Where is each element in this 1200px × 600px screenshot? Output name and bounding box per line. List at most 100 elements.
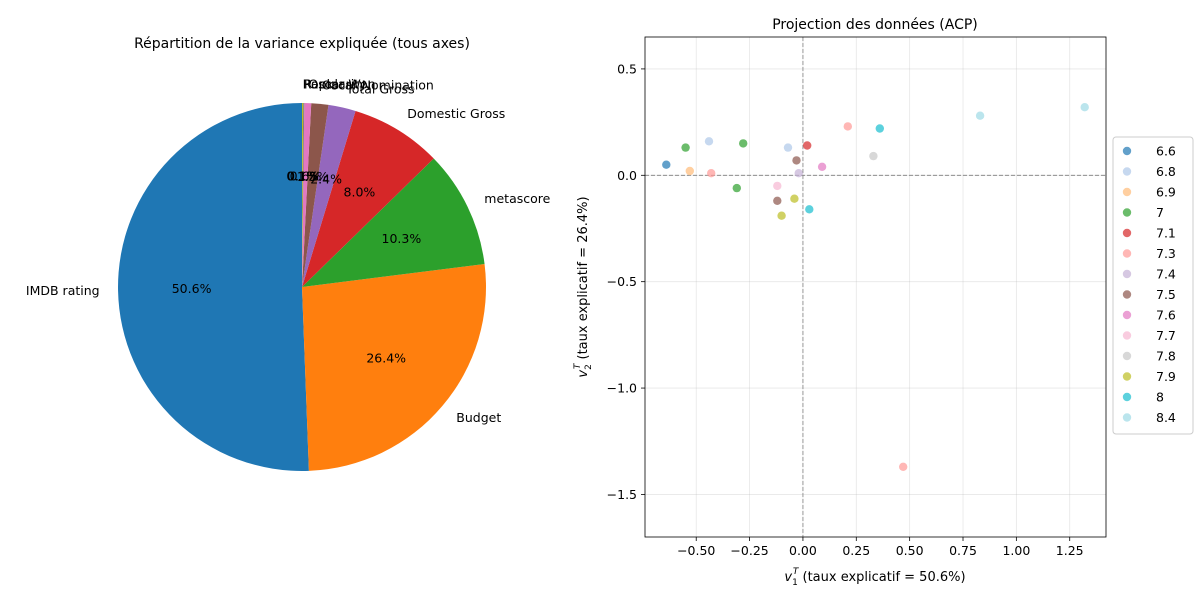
legend-label: 6.8: [1156, 164, 1176, 179]
scatter-title: Projection des données (ACP): [772, 17, 978, 33]
x-tick-label: 0.75: [949, 543, 977, 558]
pie-pct-0: 50.6%: [172, 281, 212, 296]
scatter-point-6.8: [704, 137, 714, 146]
pie-label-3: Domestic Gross: [407, 106, 505, 121]
legend-label: 8: [1156, 390, 1164, 405]
scatter-points: [662, 103, 1089, 471]
legend-label: 7.8: [1156, 349, 1176, 364]
pie-slices: [118, 102, 487, 471]
y-label-text: (taux explicatif = 26.4%): [576, 196, 591, 363]
scatter-chart: Projection des données (ACP) −0.50 −0.25 0…: [573, 17, 1194, 588]
scatter-point-7: [681, 143, 690, 152]
legend-label: 6.6: [1156, 144, 1176, 159]
legend-label: 7: [1156, 205, 1164, 220]
pie-slice-3: [302, 110, 434, 288]
y-tick-label: −1.0: [607, 381, 637, 396]
scatter-point-7.9: [790, 194, 799, 203]
plot-frame: [644, 36, 1107, 538]
legend-marker: [1122, 290, 1132, 299]
grid: [645, 37, 1106, 537]
legend-marker: [1122, 372, 1132, 381]
pie-label-7: Popularity: [304, 77, 367, 92]
pie-pct-3: 8.0%: [344, 185, 376, 200]
x-label-var: v: [784, 570, 792, 585]
legend-marker: [1122, 331, 1132, 340]
y-tick-label: −1.5: [607, 487, 637, 502]
x-tick-label: −0.25: [730, 543, 768, 558]
legend-marker: [1122, 228, 1132, 238]
y-label-sub: 2: [584, 364, 594, 370]
legend-marker: [1122, 392, 1132, 402]
x-label-text: (taux explicatif = 50.6%): [798, 570, 965, 585]
pie-slice-5: [302, 103, 329, 287]
legend-marker: [1122, 167, 1132, 176]
legend-marker: [1122, 269, 1132, 279]
pie-slice-1: [302, 263, 487, 471]
y-tick-label: 0.5: [617, 61, 637, 76]
zero-lines: [645, 37, 1106, 537]
x-tick-label: 0.00: [789, 543, 817, 558]
pie-slice-4: [302, 104, 356, 287]
pie-pct-7: 0.1%: [287, 169, 319, 184]
legend-label: 7.6: [1156, 308, 1176, 323]
legend-label: 7.9: [1156, 369, 1176, 384]
pie-labels: IMDB rating 50.6% Budget 26.4% metascore 10.3…: [26, 77, 551, 425]
x-tick-label: 1.25: [1056, 543, 1084, 558]
scatter-point-7.5: [773, 196, 782, 205]
legend-label: 7.4: [1156, 267, 1176, 282]
pie-label-4: Total Gross: [345, 82, 414, 97]
scatter-point-6.9: [685, 166, 694, 176]
pie-label-0: IMDB rating: [26, 283, 100, 298]
y-label-var: v: [576, 370, 591, 378]
x-tick-label: 0.25: [842, 543, 870, 558]
plot-background: [645, 37, 1106, 537]
legend-marker: [1122, 351, 1132, 361]
x-label-sub: 1: [792, 578, 798, 588]
x-tick-label: 1.00: [1002, 543, 1030, 558]
legend-marker: [1122, 310, 1132, 320]
pie-chart: Répartition de la variance expliquée (to…: [26, 36, 551, 471]
legend-marker: [1122, 208, 1132, 217]
legend-frame: [1112, 136, 1194, 435]
pie-pct-5: 1.5%: [297, 169, 329, 184]
scatter-point-7.3: [707, 169, 716, 178]
pie-label-1: Budget: [456, 410, 501, 425]
legend-label: 7.5: [1156, 287, 1176, 302]
legend-label: 6.9: [1156, 185, 1176, 200]
legend-label: 7.1: [1156, 226, 1176, 241]
legend-label: 7.7: [1156, 328, 1176, 343]
pie-label-6: Oscar Won: [308, 77, 375, 92]
y-tick-label: −0.5: [607, 274, 637, 289]
pie-slice-6: [302, 103, 312, 287]
legend-marker: [1122, 187, 1132, 197]
y-label-sup: T: [573, 362, 583, 369]
scatter-point-7.8: [869, 151, 878, 161]
scatter-point-7.6: [817, 162, 827, 171]
pie-slice-8: [302, 102, 304, 287]
pie-slice-2: [302, 158, 485, 287]
scatter-point-6.8: [783, 143, 793, 152]
scatter-point-7.1: [803, 141, 812, 150]
legend: 6.6 6.8 6.9 7 7.1 7.3 7.4 7.5 7.6 7.7 7.8 7.9 8 8.4: [1112, 136, 1194, 435]
pie-pct-6: 0.6%: [290, 169, 322, 184]
legend-marker: [1122, 146, 1132, 156]
scatter-point-7: [732, 183, 741, 193]
y-axis-label: v2T (taux explicatif = 26.4%): [573, 196, 594, 377]
scatter-point-7.5: [792, 156, 801, 165]
pie-pct-4: 2.4%: [310, 171, 342, 186]
scatter-point-8.4: [975, 111, 985, 120]
scatter-point-7: [739, 139, 748, 148]
pie-label-5: Oscar Nomination: [322, 78, 434, 93]
legend-label: 7.3: [1156, 246, 1176, 261]
y-tick-label: 0.0: [617, 168, 637, 183]
scatter-point-7.9: [777, 211, 786, 220]
scatter-point-6.6: [662, 160, 671, 169]
pie-pct-8: 0.1%: [286, 169, 318, 184]
scatter-point-8: [875, 124, 884, 133]
pie-slice-0: [118, 103, 309, 471]
y-ticks: 0.5 0.0 −0.5 −1.0 −1.5: [607, 61, 645, 502]
pie-title: Répartition de la variance expliquée (to…: [134, 36, 470, 52]
pie-pct-1: 26.4%: [366, 350, 406, 365]
scatter-point-8: [805, 205, 814, 214]
